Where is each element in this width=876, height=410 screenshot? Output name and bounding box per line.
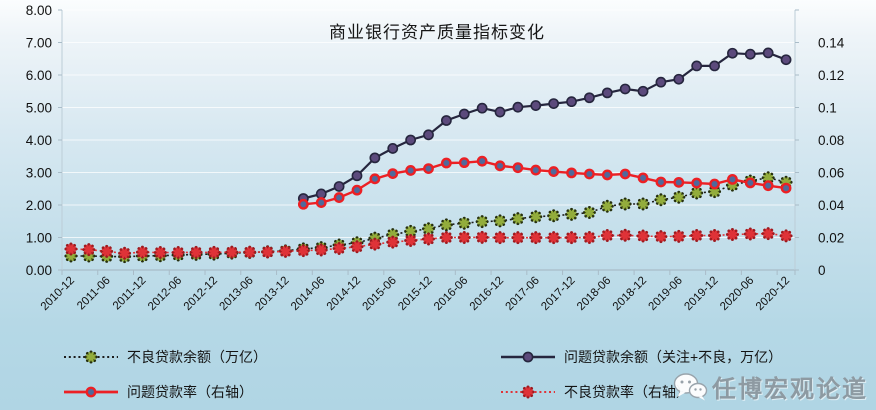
svg-text:2011-12: 2011-12 xyxy=(111,275,149,313)
svg-text:2012-12: 2012-12 xyxy=(182,275,220,313)
svg-text:2018-12: 2018-12 xyxy=(611,275,649,313)
svg-text:2014-06: 2014-06 xyxy=(289,275,327,313)
series-2 xyxy=(297,155,792,210)
legend-swatch-npl-balance xyxy=(64,350,118,364)
legend-swatch-problem-ratio xyxy=(64,386,118,398)
svg-text:2013-12: 2013-12 xyxy=(253,275,291,313)
legend-item-npl-ratio: 不良贷款率（右轴） xyxy=(499,382,690,402)
left-axis-labels: 0.00 1.00 2.00 3.00 4.00 5.00 6.00 7.00 8.00 xyxy=(26,3,52,278)
svg-text:2020-06: 2020-06 xyxy=(718,275,756,313)
legend-swatch-npl-ratio xyxy=(501,385,555,399)
svg-text:2017-12: 2017-12 xyxy=(539,275,577,313)
svg-text:5.00: 5.00 xyxy=(26,101,52,116)
svg-text:0: 0 xyxy=(818,263,826,278)
legend-item-npl-balance: 不良贷款余额（万亿） xyxy=(62,347,267,367)
watermark-text: 任博宏观论道 xyxy=(712,376,868,403)
svg-text:2018-06: 2018-06 xyxy=(575,275,613,313)
watermark: 任博宏观论道 xyxy=(672,369,868,404)
svg-text:2019-06: 2019-06 xyxy=(647,275,685,313)
svg-text:3.00: 3.00 xyxy=(26,166,52,181)
svg-text:8.00: 8.00 xyxy=(26,3,52,18)
svg-text:2010-12: 2010-12 xyxy=(39,275,77,313)
svg-text:4.00: 4.00 xyxy=(26,133,52,148)
svg-text:2016-06: 2016-06 xyxy=(432,275,470,313)
svg-text:2015-06: 2015-06 xyxy=(361,275,399,313)
svg-text:7.00: 7.00 xyxy=(26,36,52,51)
svg-text:2016-12: 2016-12 xyxy=(468,275,506,313)
svg-text:2017-06: 2017-06 xyxy=(504,275,542,313)
series-3 xyxy=(64,227,793,260)
svg-text:2011-06: 2011-06 xyxy=(75,275,113,313)
chart-title: 商业银行资产质量指标变化 xyxy=(329,23,545,42)
svg-text:1.00: 1.00 xyxy=(26,231,52,246)
legend-label-problem-ratio: 问题贷款率（右轴） xyxy=(127,384,253,400)
legend-swatch-problem-balance xyxy=(501,351,555,363)
legend-label-npl-balance: 不良贷款余额（万亿） xyxy=(127,349,267,365)
svg-text:2014-12: 2014-12 xyxy=(325,275,363,313)
svg-text:2012-06: 2012-06 xyxy=(146,275,184,313)
svg-text:2013-06: 2013-06 xyxy=(218,275,256,313)
svg-text:0.00: 0.00 xyxy=(26,263,52,278)
chart-canvas: 0.00 1.00 2.00 3.00 4.00 5.00 6.00 7.00 8.00 0 0.0… xyxy=(26,3,845,313)
svg-text:0.02: 0.02 xyxy=(818,231,844,246)
axes xyxy=(58,9,799,275)
svg-text:0.08: 0.08 xyxy=(818,133,844,148)
svg-text:2019-12: 2019-12 xyxy=(682,275,720,313)
svg-text:0.06: 0.06 xyxy=(818,166,844,181)
series-1 xyxy=(297,47,792,204)
svg-text:2.00: 2.00 xyxy=(26,198,52,213)
legend-label-npl-ratio: 不良贷款率（右轴） xyxy=(564,384,690,400)
svg-text:6.00: 6.00 xyxy=(26,68,52,83)
legend-label-problem-balance: 问题贷款余额（关注+不良，万亿） xyxy=(564,349,783,365)
svg-text:2015-12: 2015-12 xyxy=(396,275,434,313)
legend-item-problem-ratio: 问题贷款率（右轴） xyxy=(62,382,253,402)
gridlines xyxy=(62,9,795,238)
svg-text:0.1: 0.1 xyxy=(818,101,837,116)
svg-text:0.04: 0.04 xyxy=(818,198,845,213)
svg-text:0.14: 0.14 xyxy=(818,36,845,51)
x-axis-labels: 2010-122011-062011-122012-062012-122013-… xyxy=(39,275,792,313)
svg-text:2020-12: 2020-12 xyxy=(754,275,792,313)
legend-item-problem-balance: 问题贷款余额（关注+不良，万亿） xyxy=(499,347,782,367)
svg-text:0.12: 0.12 xyxy=(818,68,844,83)
right-axis-labels: 0 0.02 0.04 0.06 0.08 0.1 0.12 0.14 xyxy=(818,36,845,279)
